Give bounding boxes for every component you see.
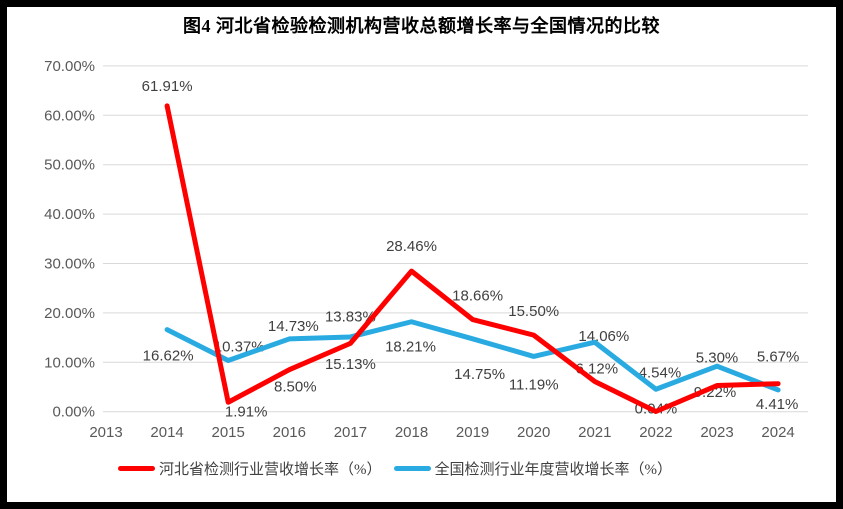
data-label: 28.46% (386, 238, 437, 255)
x-axis-tick-label: 2017 (334, 424, 367, 441)
hebei-series-swatch-icon (118, 466, 155, 471)
x-axis-tick-label: 2016 (273, 424, 306, 441)
data-label: 11.19% (509, 376, 559, 393)
x-axis-tick-label: 2013 (89, 424, 122, 441)
y-axis-tick-label: 0.00% (52, 404, 95, 421)
legend-item-hebei: 河北省检测行业营收增长率（%） (118, 458, 382, 479)
data-label: 13.83% (325, 308, 376, 325)
data-label: 16.62% (143, 348, 194, 365)
series-line-hebei (164, 103, 781, 415)
x-axis-tick-label: 2015 (212, 424, 245, 441)
y-axis-tick-label: 20.00% (44, 305, 95, 322)
national-series-swatch-icon (393, 466, 431, 471)
x-axis-tick-label: 2020 (517, 424, 550, 441)
y-axis-tick-label: 70.00% (44, 58, 95, 75)
y-axis-tick-label: 30.00% (44, 256, 95, 273)
y-axis-tick-label: 40.00% (44, 206, 95, 223)
data-label: 15.13% (325, 356, 376, 373)
line-chart-canvas: 0.00% 10.00% 20.00% 30.00% 40.00% 50.00% 60.00… (44, 58, 808, 441)
x-axis-tick-label: 2018 (395, 424, 428, 441)
data-label: 14.73% (268, 318, 319, 335)
series-line-national (164, 319, 781, 393)
data-label: 5.30% (696, 350, 739, 367)
legend: 河北省检测行业营收增长率（%） 全国检测行业年度营收增长率（%） (118, 458, 672, 479)
x-axis-tick-label: 2021 (578, 424, 611, 441)
x-axis-tick-label: 2014 (150, 424, 183, 441)
x-axis-tick-label: 2023 (700, 424, 733, 441)
data-label: 1.91% (225, 403, 268, 420)
data-label: 15.50% (508, 303, 559, 320)
y-axis-tick-label: 50.00% (44, 157, 95, 174)
y-axis-tick-label: 60.00% (44, 107, 95, 124)
chart-title: 图4 河北省检验检测机构营收总额增长率与全国情况的比较 (183, 16, 660, 36)
x-axis-tick-label: 2024 (761, 424, 794, 441)
data-label: 4.54% (639, 364, 682, 381)
legend-label-hebei: 河北省检测行业营收增长率（%） (159, 462, 382, 478)
legend-label-national: 全国检测行业年度营收增长率（%） (434, 462, 673, 478)
data-label: 4.41% (756, 396, 799, 413)
data-label: 8.50% (274, 379, 317, 396)
data-label: 61.91% (142, 78, 193, 95)
data-label: 5.67% (757, 349, 800, 366)
data-label: 18.21% (385, 339, 436, 356)
x-axis-tick-label: 2019 (456, 424, 489, 441)
x-axis-tick-label: 2022 (639, 424, 672, 441)
data-label: 14.75% (454, 366, 505, 383)
y-axis-tick-label: 10.00% (44, 354, 95, 371)
data-label: 18.66% (452, 288, 503, 305)
legend-item-national: 全国检测行业年度营收增长率（%） (393, 458, 673, 479)
